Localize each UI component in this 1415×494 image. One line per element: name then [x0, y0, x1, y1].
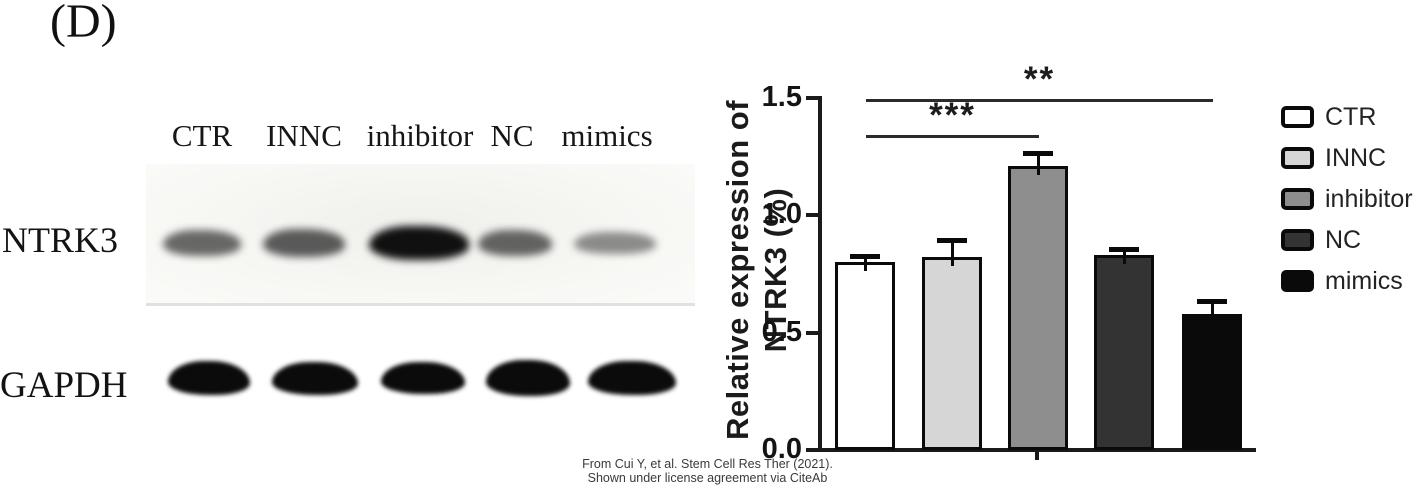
blot-panel-gapdh	[146, 313, 694, 455]
legend-label-NC: NC	[1325, 225, 1362, 254]
attribution-line2: Shown under license agreement via CiteAb	[587, 470, 828, 485]
sig-label-2stars: **	[1023, 60, 1056, 99]
bar-mimics	[1182, 313, 1242, 450]
legend-swatch-inhibitor	[1281, 188, 1314, 210]
legend-label-mimics: mimics	[1325, 266, 1403, 295]
legend: CTR INNC inhibitor NC mimics	[1281, 102, 1413, 295]
lane-label-NC: NC	[490, 118, 534, 153]
legend-swatch-mimics	[1281, 270, 1314, 292]
legend-item-CTR: CTR	[1281, 102, 1413, 131]
x-axis-tick	[1035, 450, 1039, 460]
y-axis-title: Relative expression of NTRK3 (%)	[719, 84, 797, 456]
legend-swatch-INNC	[1281, 147, 1314, 169]
lane-label-CTR: CTR	[171, 118, 233, 153]
error-bar-INNC	[950, 240, 954, 267]
y-tick-mark-1.5	[806, 95, 818, 100]
bar-inhibitor	[1008, 165, 1068, 450]
gapdh-band-INNC	[272, 361, 358, 395]
y-tick-label-0.0: 0.0	[761, 433, 802, 465]
y-tick-mark-1.0	[806, 213, 818, 217]
lane-label-mimics: mimics	[561, 118, 653, 153]
y-axis-title-line1: Relative expression of	[720, 99, 755, 441]
legend-swatch-CTR	[1281, 106, 1314, 128]
gapdh-band-inhibitor	[381, 362, 465, 394]
ntrk3-band-CTR	[163, 230, 241, 256]
error-bar-cap-inhibitor	[1023, 150, 1053, 156]
attribution: From Cui Y, et al. Stem Cell Res Ther (2…	[475, 457, 940, 485]
error-bar-inhibitor	[1036, 153, 1040, 175]
bar-INNC	[922, 257, 982, 450]
error-bar-mimics	[1210, 301, 1214, 323]
ntrk3-band-INNC	[263, 229, 345, 257]
legend-item-INNC: INNC	[1281, 143, 1413, 172]
legend-label-INNC: INNC	[1325, 143, 1387, 172]
legend-item-inhibitor: inhibitor	[1281, 184, 1413, 213]
legend-label-inhibitor: inhibitor	[1325, 184, 1413, 213]
legend-swatch-NC	[1281, 229, 1314, 251]
bar-NC	[1094, 254, 1154, 450]
bar-CTR	[835, 262, 895, 450]
gapdh-band-CTR	[168, 361, 250, 395]
y-tick-mark-0.0	[806, 448, 818, 452]
lane-label-inhibitor: inhibitor	[366, 118, 474, 153]
ntrk3-band-inhibitor	[369, 226, 469, 260]
legend-item-NC: NC	[1281, 225, 1413, 254]
legend-item-mimics: mimics	[1281, 266, 1413, 295]
blot-lane-labels: CTR INNC inhibitor NC mimics	[0, 118, 700, 154]
legend-label-CTR: CTR	[1325, 102, 1377, 131]
y-tick-label-1.5: 1.5	[761, 80, 802, 113]
error-bar-cap-NC	[1109, 247, 1139, 253]
sig-line-3stars	[866, 135, 1039, 138]
y-axis-line	[818, 96, 822, 452]
ntrk3-band-mimics	[574, 232, 656, 254]
y-tick-label-1.0: 1.0	[761, 198, 802, 230]
sig-label-3stars: ***	[929, 96, 976, 135]
blot-panel-ntrk3	[146, 164, 695, 306]
blot-row-label-ntrk3: NTRK3	[2, 220, 118, 260]
attribution-line1: From Cui Y, et al. Stem Cell Res Ther (2…	[582, 457, 833, 471]
gapdh-band-NC	[486, 360, 570, 396]
error-bar-cap-mimics	[1197, 298, 1227, 304]
error-bar-NC	[1122, 250, 1126, 264]
lane-label-INNC: INNC	[266, 118, 342, 153]
y-tick-mark-0.5	[806, 330, 818, 335]
blot-row-label-gapdh: GAPDH	[0, 365, 128, 406]
ntrk3-band-NC	[478, 230, 552, 256]
panel-label: (D)	[50, 0, 117, 48]
sig-line-2stars	[866, 99, 1213, 102]
gapdh-band-mimics	[588, 361, 676, 395]
error-bar-CTR	[863, 257, 867, 271]
error-bar-cap-CTR	[850, 254, 880, 260]
y-tick-label-0.5: 0.5	[761, 315, 802, 348]
error-bar-cap-INNC	[937, 237, 967, 243]
